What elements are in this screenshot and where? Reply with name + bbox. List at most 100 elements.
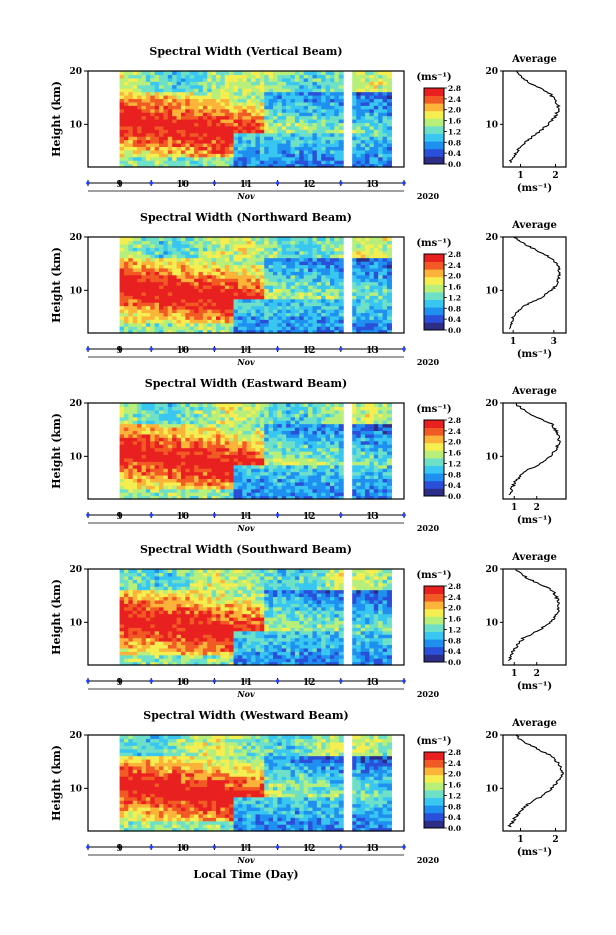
heatmap-cell xyxy=(198,420,203,424)
colorbar-tick-label: 0.8 xyxy=(448,304,461,313)
date-axis-marker xyxy=(339,181,343,185)
heatmap-cell xyxy=(190,264,195,268)
heatmap-cell xyxy=(142,129,147,133)
heatmap-cell xyxy=(317,295,322,299)
heatmap-cell xyxy=(242,413,247,417)
heatmap-cell xyxy=(168,285,173,289)
heatmap-cell xyxy=(352,102,357,106)
heatmap-cell xyxy=(277,119,282,123)
heatmap-cell xyxy=(304,441,309,445)
heatmap-cell xyxy=(330,74,335,78)
heatmap-cell xyxy=(146,140,151,144)
heatmap-cell xyxy=(339,153,344,157)
heatmap-cell xyxy=(334,475,339,479)
heatmap-cell xyxy=(317,306,322,310)
heatmap-cell xyxy=(207,92,212,96)
heatmap-cell xyxy=(177,105,182,109)
heatmap-cell xyxy=(334,427,339,431)
heatmap-cell xyxy=(295,299,300,303)
day-label: 12 xyxy=(303,346,316,356)
heatmap-cell xyxy=(312,309,317,313)
heatmap-cell xyxy=(207,71,212,75)
heatmap-cell xyxy=(142,88,147,92)
heatmap-cell xyxy=(172,468,177,472)
heatmap-cell xyxy=(234,424,239,428)
heatmap-cell xyxy=(269,282,274,286)
heatmap-cell xyxy=(216,102,221,106)
heatmap-cell xyxy=(155,309,160,313)
heatmap-cell xyxy=(269,309,274,313)
heatmap-cell xyxy=(190,437,195,441)
heatmap-cell xyxy=(190,458,195,462)
heatmap-cell xyxy=(212,424,217,428)
heatmap-cell xyxy=(308,143,313,147)
heatmap-cell xyxy=(168,271,173,275)
heatmap-cell xyxy=(146,109,151,113)
heatmap-cell xyxy=(312,261,317,265)
heatmap-cell xyxy=(216,410,221,414)
heatmap-cell xyxy=(326,95,331,99)
heatmap-cell xyxy=(277,85,282,89)
heatmap-cell xyxy=(185,485,190,489)
heatmap-cell xyxy=(242,306,247,310)
heatmap-cell xyxy=(277,268,282,272)
heatmap-cell xyxy=(190,122,195,126)
heatmap-cell xyxy=(177,264,182,268)
heatmap-cell xyxy=(177,150,182,154)
heatmap-cell xyxy=(137,157,142,161)
heatmap-cell xyxy=(387,326,392,330)
heatmap-cell xyxy=(159,136,164,140)
heatmap-cell xyxy=(352,285,357,289)
heatmap-cell xyxy=(137,475,142,479)
heatmap-cell xyxy=(321,92,326,96)
heatmap-cell xyxy=(299,71,304,75)
heatmap-cell xyxy=(133,326,138,330)
heatmap-cell xyxy=(378,247,383,251)
heatmap-cell xyxy=(260,136,265,140)
heatmap-cell xyxy=(190,323,195,327)
heatmap-cell xyxy=(163,424,168,428)
heatmap-cell xyxy=(155,444,160,448)
heatmap-cell xyxy=(124,95,129,99)
heatmap-cell xyxy=(203,109,208,113)
heatmap-cell xyxy=(133,451,138,455)
heatmap-cell xyxy=(352,112,357,116)
heatmap-cell xyxy=(194,237,199,241)
heatmap-cell xyxy=(128,285,133,289)
heatmap-cell xyxy=(356,92,361,96)
heatmap-cell xyxy=(361,105,366,109)
heatmap-cell xyxy=(212,306,217,310)
heatmap-cell xyxy=(273,143,278,147)
heatmap-cell xyxy=(299,153,304,157)
heatmap-cell xyxy=(365,268,370,272)
heatmap-cell xyxy=(133,119,138,123)
heatmap-cell xyxy=(120,468,125,472)
heatmap-cell xyxy=(194,312,199,316)
heatmap-cell xyxy=(133,306,138,310)
heatmap-cell xyxy=(203,309,208,313)
heatmap-cell xyxy=(159,143,164,147)
heatmap-cell xyxy=(383,295,388,299)
heatmap-cell xyxy=(190,278,195,282)
heatmap-cell xyxy=(291,417,296,421)
heatmap-cell xyxy=(365,153,370,157)
heatmap-cell xyxy=(321,278,326,282)
heatmap-cell xyxy=(334,323,339,327)
heatmap-cell xyxy=(304,268,309,272)
heatmap-cell xyxy=(198,448,203,452)
heatmap-cell xyxy=(264,95,269,99)
heatmap-cell xyxy=(190,240,195,244)
heatmap-cell xyxy=(334,264,339,268)
heatmap-cell xyxy=(234,302,239,306)
heatmap-cell xyxy=(339,247,344,251)
heatmap-cell xyxy=(387,254,392,258)
heatmap-cell xyxy=(378,109,383,113)
heatmap-cell xyxy=(387,109,392,113)
heatmap-cell xyxy=(282,126,287,130)
heatmap-cell xyxy=(260,482,265,486)
heatmap-cell xyxy=(172,406,177,410)
heatmap-cell xyxy=(172,136,177,140)
heatmap-cell xyxy=(142,403,147,407)
heatmap-cell xyxy=(177,478,182,482)
heatmap-cell xyxy=(383,312,388,316)
